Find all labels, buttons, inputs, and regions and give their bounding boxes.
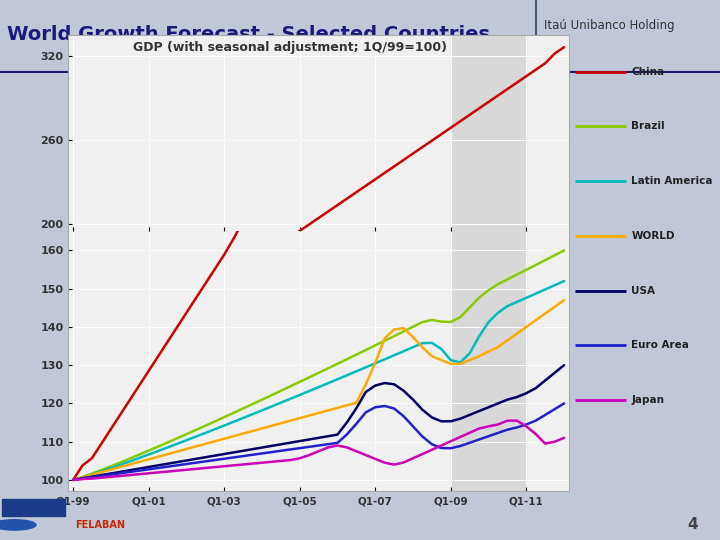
- Bar: [1, 499, 65, 516]
- Text: GDP (with seasonal adjustment; 1Q/99=100): GDP (with seasonal adjustment; 1Q/99=100…: [133, 41, 447, 54]
- Text: Brazil: Brazil: [631, 122, 665, 131]
- Text: China: China: [631, 66, 665, 77]
- Text: Itaú Unibanco Holding
S.A.: Itaú Unibanco Holding S.A.: [544, 19, 674, 47]
- Text: World Growth Forecast - Selected Countries: World Growth Forecast - Selected Countri…: [7, 25, 490, 44]
- Bar: [451, 35, 526, 231]
- Text: 4: 4: [688, 517, 698, 532]
- Text: Euro Area: Euro Area: [631, 340, 689, 350]
- Bar: [451, 231, 526, 491]
- Text: Japan: Japan: [631, 395, 665, 405]
- Text: WORLD: WORLD: [631, 231, 675, 241]
- Circle shape: [0, 519, 36, 530]
- Text: USA: USA: [631, 286, 655, 295]
- Text: Latin America: Latin America: [631, 176, 713, 186]
- Text: FELABAN: FELABAN: [76, 520, 125, 530]
